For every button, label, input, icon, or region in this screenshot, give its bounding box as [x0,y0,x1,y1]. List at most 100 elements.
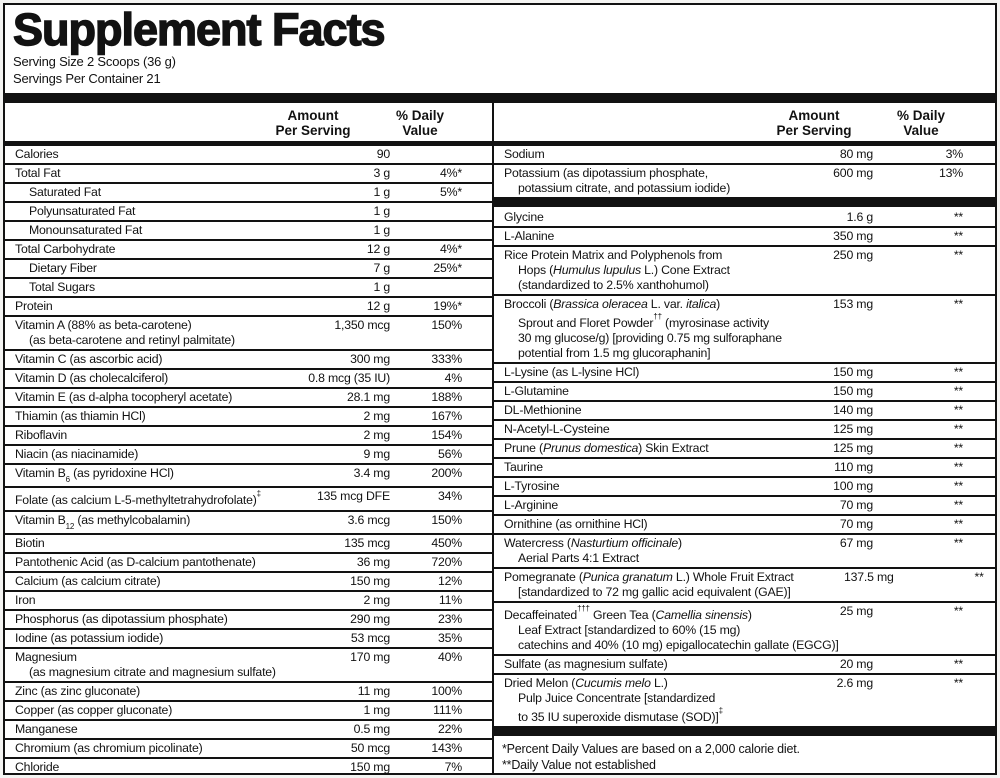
daily-value: 100% [431,684,462,698]
nutrient-row: Glycine 1.6 g ** [494,209,995,228]
nutrient-name: Thiamin (as thiamin HCl) [15,409,146,423]
nutrient-row: Biotin 135 mcg 450% [5,535,492,554]
nutrient-row: Niacin (as niacinamide) 9 mg 56% [5,446,492,465]
nutrient-row: Vitamin B12 (as methylcobalamin) 3.6 mcg 1… [5,512,492,535]
masthead: Supplement Facts Serving Size 2 Scoops (… [5,5,995,93]
nutrient-name: Polyunsaturated Fat [29,204,136,218]
nutrient-name: Dietary Fiber [29,261,97,275]
daily-value-header: % Daily Value [395,108,445,138]
nutrient-name: L-Alanine [504,229,555,243]
daily-value: 5%* [440,185,462,199]
nutrient-name: DL-Methionine [504,403,582,418]
nutrient-name: N-Acetyl-L-Cysteine [504,422,610,437]
daily-value: ** [974,570,984,585]
nutrient-row: Phosphorus (as dipotassium phosphate) 290… [5,611,492,630]
nutrient-row: Pomegranate (Punica granatum L.) Whole F… [494,569,995,604]
amount-value: 150 mg [833,384,873,399]
amount-value: 67 mg [839,536,873,551]
nutrient-name: Broccoli (Brassica oleracea L. var. ital… [504,297,721,311]
daily-value [390,223,462,238]
nutrient-name: Vitamin A (88% as beta-carotene) [15,318,192,332]
daily-value: 7% [444,760,463,773]
nutrient-name-continuation: (standardized to 2.5% xanthohumol) [518,278,709,292]
amount-value: 70 mg [839,498,873,513]
amount-value: 137.5 mg [843,570,894,585]
daily-value: ** [953,248,963,262]
nutrient-name-continuation: potential from 1.5 mg glucoraphanin] [518,346,711,361]
nutrient-row: Vitamin B6 (as pyridoxine HCl) 3.4 mg 200% [5,465,492,489]
nutrient-row: Dried Melon (Cucumis melo L.) 2.6 mg ** Pul… [494,675,995,726]
nutrient-name: Niacin (as niacinamide) [15,447,139,461]
column-header-left: Amount Per Serving % Daily Value [5,103,492,146]
daily-value: 720% [431,555,462,569]
nutrient-row: L-Lysine (as L-lysine HCl) 150 mg ** [494,364,995,384]
serving-size: Serving Size 2 Scoops (36 g) [13,53,176,69]
daily-value: 34% [437,489,462,504]
daily-value: 4% [444,371,463,385]
nutrient-name: Potassium (as dipotassium phosphate, [504,166,709,180]
amount-header: Amount Per Serving [275,108,351,138]
daily-value: ** [953,460,963,475]
footnote: *Percent Daily Values are based on a 2,0… [502,742,800,756]
column-header-right: Amount Per Serving % Daily Value [494,103,995,146]
amount-value: 36 mg [356,555,390,569]
amount-value: 2 mg [363,593,390,607]
nutrient-name-continuation: Pulp Juice Concentrate [standardized [518,691,716,706]
nutrient-name: Biotin [15,536,45,550]
nutrient-name: Sodium [504,147,545,161]
daily-value: 150% [431,512,462,527]
daily-value: ** [953,479,963,494]
nutrient-name: Pantothenic Acid (as D-calcium pantothen… [15,555,256,569]
nutrient-name: Folate (as calcium L-5-methyltetrahydrof… [15,489,261,508]
nutrient-row: Vitamin E (as d-alpha tocopheryl acetate… [5,389,492,408]
daily-value [390,280,462,295]
daily-value: 11% [438,593,462,607]
nutrient-row: Folate (as calcium L-5-methyltetrahydrof… [5,488,492,512]
amount-value: 2 mg [363,409,390,423]
nutrient-rows-right: Sodium 80 mg 3% Potassium (as dipotassium p… [494,146,995,736]
amount-value: 1 g [373,185,391,199]
nutrient-row: Monounsaturated Fat 1 g [5,222,492,241]
nutrient-row: Vitamin A (88% as beta-carotene) 1,350 mc… [5,317,492,351]
amount-value: 3 g [373,166,391,180]
nutrient-name: Chloride [15,760,60,773]
nutrient-row: Magnesium 170 mg 40% (as magnesium citrate … [5,649,492,683]
nutrient-name: Vitamin B6 (as pyridoxine HCl) [15,466,174,485]
nutrient-row: N-Acetyl-L-Cysteine 125 mg ** [494,421,995,441]
nutrient-row: Dietary Fiber 7 g 25%* [5,260,492,279]
nutrient-name: Sulfate (as magnesium sulfate) [504,657,668,672]
nutrient-row: Total Fat 3 g 4%* [5,165,492,184]
amount-value: 153 mg [833,297,873,311]
nutrient-name: Total Carbohydrate [15,242,116,256]
daily-value: 167% [431,409,462,423]
nutrient-name: Vitamin B12 (as methylcobalamin) [15,512,191,531]
amount-value: 1 g [373,280,391,294]
nutrient-name: Taurine [504,460,543,475]
amount-value: 70 mg [839,517,873,532]
nutrient-row: Calories 90 [5,146,492,165]
section-bar [494,726,995,736]
nutrient-name: Total Sugars [29,280,95,294]
nutrient-row: Vitamin C (as ascorbic acid) 300 mg 333% [5,351,492,370]
amount-value: 28.1 mg [346,390,390,404]
nutrient-row: Potassium (as dipotassium phosphate, 600 … [494,165,995,197]
daily-value: ** [953,297,963,311]
daily-value: 22% [437,722,462,736]
daily-value: 188% [431,390,462,404]
nutrient-name: Glycine [504,210,544,224]
amount-value: 7 g [373,261,391,275]
nutrient-name: Phosphorus (as dipotassium phosphate) [15,612,228,626]
nutrient-name-continuation: (as beta-carotene and retinyl palmitate) [29,333,235,347]
nutrient-name-continuation: [standardized to 72 mg gallic acid equiv… [518,585,791,600]
nutrient-name-continuation: catechins and 40% (10 mg) epigallocatech… [518,638,839,653]
nutrient-row: Chloride 150 mg 7% [5,759,492,773]
amount-value: 150 mg [833,365,873,380]
nutrient-name-continuation: Leaf Extract [standardized to 60% (15 mg… [518,623,741,638]
daily-value: ** [953,365,963,380]
nutrient-row: Copper (as copper gluconate) 1 mg 111% [5,702,492,721]
nutrient-name: Watercress (Nasturtium officinale) [504,536,682,551]
daily-value: ** [953,229,963,243]
nutrient-name: Iodine (as potassium iodide) [15,631,164,645]
nutrient-row: Thiamin (as thiamin HCl) 2 mg 167% [5,408,492,427]
supplement-facts-label: Supplement Facts Serving Size 2 Scoops (… [3,3,997,775]
